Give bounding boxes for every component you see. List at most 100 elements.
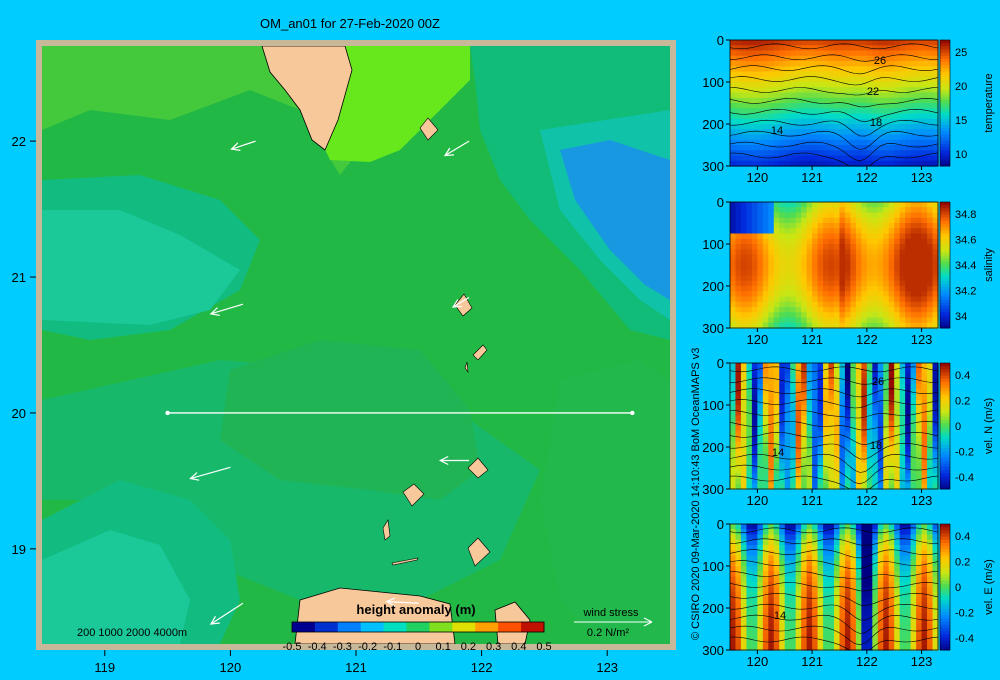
wind-vector (209, 602, 244, 625)
svg-text:22: 22 (12, 134, 26, 149)
panel-frame (729, 523, 939, 651)
colorbar-swatch (383, 622, 408, 632)
svg-text:20: 20 (12, 406, 26, 421)
y-tick: 300 (702, 159, 730, 174)
cbar-tick: 0 (955, 582, 961, 594)
lat-tick: 22 (12, 134, 36, 149)
y-tick: 200 (702, 117, 730, 132)
section-field (730, 202, 939, 329)
colorbar-swatches (291, 621, 545, 633)
x-tick: 122 (856, 650, 878, 669)
colorbar-tick: 0 (415, 641, 421, 653)
taiwan-land (261, 46, 353, 151)
panel-frame (729, 39, 939, 167)
wind-vector (189, 466, 231, 481)
svg-text:21: 21 (12, 270, 26, 285)
x-tick: 123 (911, 166, 933, 185)
lat-tick: 20 (12, 406, 36, 421)
y-tick: 300 (702, 321, 730, 336)
panel-colorbar: 25 20 15 10 (939, 39, 967, 167)
x-tick: 122 (856, 166, 878, 185)
panel-colorbar: 34.8 34.6 34.4 34.2 34 (939, 201, 976, 329)
svg-text:200: 200 (702, 117, 724, 132)
y-tick: 100 (702, 75, 730, 90)
depth-legend: 200 1000 2000 4000m (77, 627, 187, 639)
x-tick: 120 (747, 328, 769, 347)
x-tick: 123 (911, 328, 932, 347)
cbar-tick: 34.2 (955, 286, 976, 298)
svg-text:0: 0 (717, 517, 724, 532)
wind-vector (385, 597, 419, 607)
panel-frame (729, 201, 939, 329)
panel-colorbar: 0.4 0.2 0 -0.2 -0.4 (939, 362, 974, 490)
section-start-marker (165, 410, 170, 416)
contour-label: 14 (771, 125, 783, 137)
svg-text:100: 100 (702, 398, 724, 413)
wind-stress-scale-label: 0.2 N/m² (587, 627, 630, 639)
svg-text:300: 300 (702, 643, 724, 658)
svg-text:123: 123 (596, 660, 618, 675)
wind-vector (209, 303, 244, 316)
panel-salinity: 120 121 122 123010020030034.834.634.434.234… (702, 195, 995, 347)
y-tick: 100 (702, 398, 730, 413)
colorbar-swatch (360, 622, 385, 632)
map-field (42, 46, 670, 644)
section-field (730, 40, 939, 167)
x-tick: 120 (747, 650, 768, 669)
colorbar-tick: 0.1 (436, 641, 451, 653)
contour-label: 14 (772, 447, 784, 459)
colorbar-tick: 0.4 (511, 641, 526, 653)
cbar-tick: 0.4 (955, 370, 970, 382)
svg-text:122: 122 (856, 493, 878, 508)
lon-tick: 122 (471, 650, 492, 675)
cbar-tick: 34.4 (955, 260, 976, 272)
y-tick: 0 (717, 517, 730, 532)
lon-tick: 119 (94, 650, 115, 675)
svg-text:121: 121 (801, 493, 823, 508)
colorbar-tick: -0.3 (333, 641, 352, 653)
colorbar-tick: -0.1 (383, 641, 402, 653)
cbar-tick: 34 (955, 311, 967, 323)
cbar-tick: 0.4 (955, 531, 970, 543)
svg-text:300: 300 (702, 159, 724, 174)
x-tick: 123 (911, 650, 933, 669)
colorbar-swatch (314, 622, 339, 632)
contour-label: 22 (867, 86, 879, 98)
panel-vel-e: 14 120 121 122 123 0 100 200 300 0.4 0.2 0 -0.2 -0.4 v… (702, 517, 995, 669)
panel-temperature: 26 22 18 14 120 121 122 123 0 100 200 300 25 20 15 10 te… (702, 33, 995, 185)
colorbar-swatch (521, 622, 545, 632)
svg-text:120: 120 (747, 332, 769, 347)
cbar-tick: -0.4 (955, 633, 974, 645)
svg-text:123: 123 (911, 654, 933, 669)
x-tick: 121 (801, 489, 823, 508)
section-contours (729, 527, 939, 651)
cbar-tick: 34.8 (955, 209, 976, 221)
y-tick: 100 (702, 237, 730, 252)
cbar-tick: -0.2 (955, 447, 974, 459)
svg-text:200: 200 (702, 279, 724, 294)
panel-ylabel: salinity (983, 248, 995, 282)
y-tick: 300 (702, 643, 730, 658)
cbar-tick: 0.2 (955, 396, 970, 408)
colorbar-title: height anomaly (m) (356, 602, 475, 617)
y-tick: 0 (717, 195, 730, 210)
svg-text:0: 0 (717, 33, 724, 48)
colorbar: height anomaly (m) -0.5 -0.4 -0.3 -0.2 -0.1 0… (283, 602, 552, 653)
panel-ylabel: vel. E (m/s) (983, 559, 995, 615)
colorbar-tick: -0.5 (283, 641, 302, 653)
x-tick: 121 (801, 328, 823, 347)
svg-text:121: 121 (801, 170, 823, 185)
svg-text:120: 120 (747, 493, 769, 508)
colorbar-tick: -0.2 (358, 641, 377, 653)
svg-text:0: 0 (717, 195, 724, 210)
svg-text:123: 123 (911, 170, 933, 185)
x-tick: 120 (747, 166, 768, 185)
svg-text:100: 100 (702, 237, 724, 252)
svg-text:300: 300 (702, 321, 724, 336)
x-tick: 123 (911, 489, 932, 508)
map-axis-ticks: 119 120 121 122 123 22 21 20 19 (12, 134, 619, 675)
svg-text:100: 100 (702, 75, 724, 90)
y-tick: 300 (702, 482, 730, 497)
colorbar-swatch (452, 622, 476, 632)
